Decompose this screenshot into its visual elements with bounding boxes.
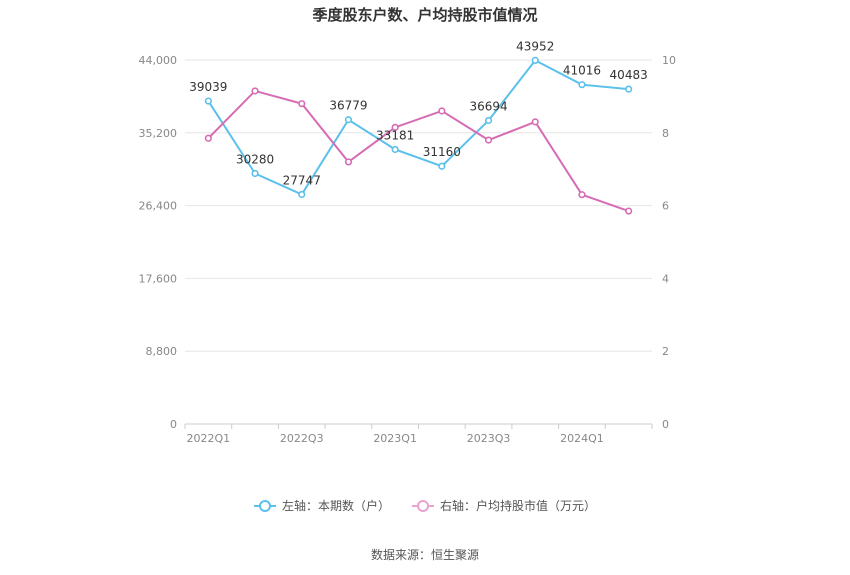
right-series-point bbox=[484, 136, 493, 144]
left-axis-tick-label: 44,000 bbox=[139, 54, 178, 67]
x-axis-tick-label: 2023Q1 bbox=[373, 432, 417, 445]
right-series-point bbox=[531, 118, 539, 126]
left-series-point bbox=[344, 116, 353, 124]
data-label: 43952 bbox=[516, 39, 554, 53]
data-label: 30280 bbox=[236, 153, 274, 167]
right-axis-tick-label: 10 bbox=[662, 54, 676, 67]
data-label: 31160 bbox=[423, 145, 461, 159]
data-label: 33181 bbox=[376, 129, 414, 143]
data-label: 40483 bbox=[610, 68, 648, 82]
legend-item-right-series[interactable]: 右轴：户均持股市值（万元） bbox=[412, 497, 596, 514]
data-label: 41016 bbox=[563, 64, 601, 78]
data-label: 39039 bbox=[189, 80, 227, 94]
chart-title: 季度股东户数、户均持股市值情况 bbox=[312, 6, 538, 24]
legend-label-right-series: 右轴：户均持股市值（万元） bbox=[440, 499, 597, 513]
left-series-point bbox=[391, 145, 399, 154]
right-series-point bbox=[625, 207, 633, 215]
right-series-line bbox=[207, 89, 629, 213]
legend-line-circle-icon bbox=[253, 499, 276, 512]
left-series-point bbox=[578, 81, 586, 89]
right-series-point bbox=[251, 87, 259, 95]
left-series-point bbox=[531, 56, 539, 64]
data-label: 27747 bbox=[283, 173, 321, 187]
right-axis-tick-label: 2 bbox=[662, 345, 669, 358]
legend-line-circle-icon bbox=[412, 499, 434, 512]
right-series-point bbox=[204, 134, 212, 142]
x-axis-tick-label: 2024Q1 bbox=[560, 432, 604, 445]
right-axis-tick-label: 4 bbox=[662, 272, 669, 285]
left-series-point bbox=[298, 190, 306, 199]
left-series-line bbox=[207, 59, 629, 196]
left-axis-tick-label: 8,800 bbox=[146, 345, 178, 358]
left-series-point bbox=[484, 116, 493, 125]
line-chart: 0 8,800 17,600 26,400 35,200 44,000 0 2 4 6 8 10 202… bbox=[139, 39, 677, 445]
data-label: 36779 bbox=[329, 99, 367, 113]
right-series-point bbox=[438, 107, 446, 115]
legend-item-left-series[interactable]: 左轴：本期数（户） bbox=[253, 497, 390, 514]
left-series-point bbox=[438, 162, 446, 170]
right-axis-tick-label: 8 bbox=[662, 127, 669, 140]
legend-label-left-series: 左轴：本期数（户） bbox=[281, 499, 390, 513]
x-axis-tick-label: 2022Q3 bbox=[280, 432, 324, 445]
right-axis-tick-label: 6 bbox=[662, 200, 669, 213]
legend: 左轴：本期数（户） 右轴：户均持股市值（万元） bbox=[0, 497, 850, 514]
x-axis-tick-label: 2023Q3 bbox=[467, 432, 511, 445]
right-series-point bbox=[391, 123, 399, 131]
x-axis-tick-label: 2022Q1 bbox=[187, 432, 231, 445]
left-axis-tick-label: 17,600 bbox=[139, 272, 178, 285]
left-series-point bbox=[251, 169, 259, 178]
right-series-point bbox=[344, 158, 353, 166]
left-axis-tick-label: 0 bbox=[170, 418, 177, 431]
left-axis-tick-label: 35,200 bbox=[139, 127, 178, 140]
right-series-point bbox=[298, 100, 306, 108]
right-axis-tick-label: 0 bbox=[662, 418, 669, 431]
left-series-point bbox=[204, 97, 212, 105]
data-label: 36694 bbox=[469, 99, 507, 113]
data-source: 数据来源：恒生聚源 bbox=[370, 548, 479, 562]
left-series-point bbox=[625, 85, 633, 93]
left-axis-tick-label: 26,400 bbox=[139, 200, 178, 213]
right-series-point bbox=[578, 191, 586, 199]
